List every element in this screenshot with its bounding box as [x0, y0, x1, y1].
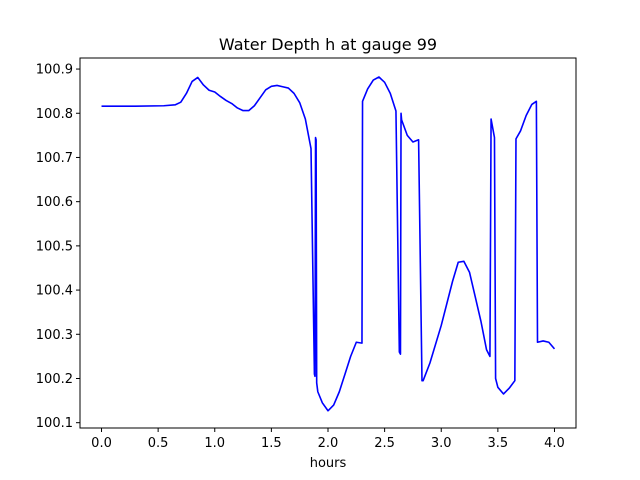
x-tick-label: 0.5 [148, 436, 169, 451]
y-axis: 100.1 100.2 100.3 100.4 100.5 100.6 100.7 100.8… [36, 63, 80, 431]
y-tick-label: 100.5 [36, 239, 73, 254]
chart-title: Water Depth h at gauge 99 [219, 35, 437, 54]
y-tick-label: 100.7 [36, 151, 73, 166]
x-tick-label: 3.5 [488, 436, 509, 451]
y-tick-label: 100.3 [36, 328, 73, 343]
x-tick-label: 3.0 [431, 436, 452, 451]
x-tick-label: 2.0 [318, 436, 339, 451]
x-axis-label: hours [310, 456, 347, 471]
y-tick-label: 100.6 [36, 195, 73, 210]
x-tick-label: 1.5 [261, 436, 282, 451]
x-tick-label: 0.0 [91, 436, 112, 451]
y-tick-label: 100.9 [36, 63, 73, 78]
x-axis: 0.0 0.5 1.0 1.5 2.0 2.5 3.0 3.5 4.0 [91, 428, 565, 451]
y-tick-label: 100.8 [36, 107, 73, 122]
series-line-0 [101, 76, 556, 412]
x-tick-label: 1.0 [204, 436, 225, 451]
x-tick-label: 2.5 [374, 436, 395, 451]
plot-area [101, 76, 556, 412]
y-tick-label: 100.2 [36, 372, 73, 387]
y-tick-label: 100.1 [36, 416, 73, 431]
y-tick-label: 100.4 [36, 284, 73, 299]
x-tick-label: 4.0 [544, 436, 565, 451]
